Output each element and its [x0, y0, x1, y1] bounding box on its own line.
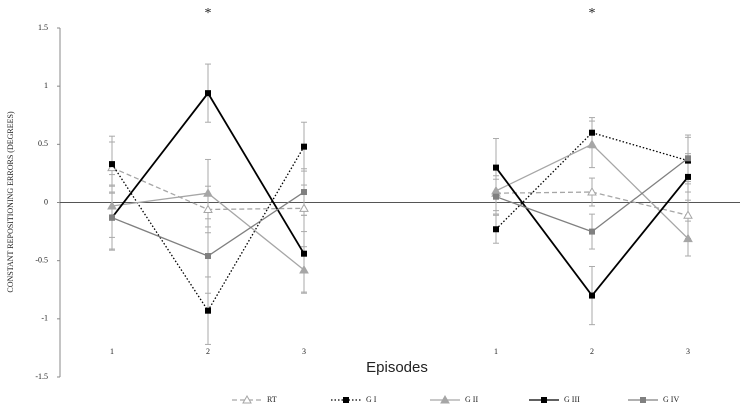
legend-marker: [541, 397, 547, 403]
legend-item: G IV: [628, 395, 679, 404]
point: [589, 228, 595, 235]
point: [301, 143, 307, 150]
legend-label: G III: [564, 395, 580, 404]
series-line: [111, 167, 689, 216]
legend-label: G II: [465, 395, 478, 404]
legend-item: G I: [331, 395, 377, 404]
y-tick-label: -1: [41, 314, 48, 323]
point: [685, 155, 691, 162]
legend-label: G I: [366, 395, 377, 404]
legend-label: RT: [267, 395, 277, 404]
point: [203, 188, 213, 197]
point: [203, 204, 213, 213]
point: [589, 292, 595, 299]
y-tick-label: 0.5: [38, 139, 48, 148]
y-tick-label: -0.5: [35, 255, 48, 264]
y-axis-label: CONSTANT REPOSITIONING ERRORS (DEGREES): [6, 111, 15, 293]
point: [109, 214, 115, 221]
legend-item: RT: [232, 395, 277, 404]
point: [205, 90, 211, 97]
x-tick-label: 2: [590, 347, 594, 356]
legend-item: G III: [529, 395, 580, 404]
x-tick-label: 3: [686, 347, 690, 356]
point: [107, 200, 117, 210]
y-tick-label: 1.5: [38, 23, 48, 32]
point: [109, 161, 115, 168]
point: [683, 210, 693, 219]
legend-item: G II: [430, 395, 478, 404]
annotation: *: [205, 6, 212, 21]
legend-marker: [343, 397, 349, 403]
point: [301, 250, 307, 257]
legend-marker: [242, 394, 252, 404]
x-tick-label: 1: [110, 347, 114, 356]
point: [299, 203, 309, 212]
point: [301, 189, 307, 196]
point: [493, 164, 499, 171]
point: [205, 253, 211, 260]
x-tick-label: 1: [494, 347, 498, 356]
legend-marker: [640, 397, 646, 403]
point: [683, 233, 693, 243]
series-line: [111, 143, 689, 271]
point: [493, 193, 499, 200]
series-line: [111, 157, 689, 257]
x-axis-label: Episodes: [366, 359, 428, 376]
y-tick-label: 0: [44, 197, 48, 206]
point: [587, 187, 597, 196]
x-tick-label: 3: [302, 347, 306, 356]
point: [685, 173, 691, 180]
legend-label: G IV: [663, 395, 679, 404]
point: [205, 307, 211, 314]
x-tick-label: 2: [206, 347, 210, 356]
annotation: *: [589, 6, 596, 21]
point: [493, 226, 499, 233]
y-tick-label: -1.5: [35, 372, 48, 381]
point: [491, 185, 501, 195]
point: [299, 264, 309, 274]
legend-marker: [440, 394, 450, 404]
point: [589, 129, 595, 136]
point: [587, 139, 597, 148]
y-tick-label: 1: [44, 81, 48, 90]
